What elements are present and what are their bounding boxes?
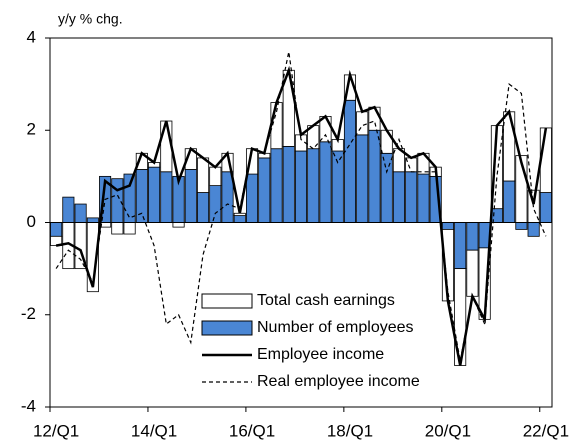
bar — [197, 157, 210, 193]
legend-label: Total cash earnings — [257, 292, 395, 309]
bar — [368, 106, 381, 131]
x-tick-label: 16/Q1 — [229, 421, 275, 440]
bar — [294, 150, 308, 223]
bar — [319, 141, 332, 223]
x-tick-label: 20/Q1 — [425, 421, 471, 440]
bar — [270, 148, 283, 223]
y-tick-label: -4 — [21, 396, 36, 415]
y-axis-label: y/y % chg. — [58, 11, 123, 27]
bar — [539, 192, 552, 223]
y-tick-label: -2 — [21, 304, 36, 323]
bar — [392, 171, 405, 223]
y-tick-label: 4 — [27, 27, 36, 46]
line — [55, 51, 547, 362]
bar — [454, 222, 467, 270]
legend-label: Number of employees — [257, 319, 414, 336]
bar — [123, 173, 136, 223]
bar — [356, 134, 369, 223]
bar — [380, 129, 393, 154]
bar — [368, 129, 381, 223]
bar — [282, 145, 295, 223]
bar — [233, 215, 246, 223]
legend-label: Real employee income — [257, 373, 420, 390]
bar — [343, 99, 357, 223]
legend-label: Employee income — [257, 346, 384, 363]
y-tick-label: 2 — [27, 120, 36, 139]
bar — [441, 222, 454, 230]
bar — [184, 169, 197, 223]
bar — [86, 217, 99, 223]
bar — [503, 180, 516, 223]
x-tick-label: 14/Q1 — [131, 421, 177, 440]
bar — [380, 152, 393, 223]
bar — [197, 192, 210, 223]
legend-swatch — [201, 320, 253, 336]
bar — [527, 222, 540, 237]
bar — [160, 171, 173, 223]
bar — [466, 249, 479, 297]
bar — [148, 166, 161, 223]
bar — [123, 222, 136, 235]
bar — [233, 212, 246, 216]
bar — [503, 111, 516, 182]
bar — [515, 222, 528, 230]
plot-frame — [49, 37, 553, 408]
bar — [209, 185, 222, 223]
bar — [417, 173, 430, 223]
bar — [245, 173, 259, 223]
bar — [356, 111, 369, 136]
x-tick-label: 22/Q1 — [523, 421, 569, 440]
bar — [135, 169, 148, 223]
legend-swatch — [201, 293, 253, 309]
bar — [74, 203, 87, 223]
bar — [62, 196, 75, 223]
x-tick-label: 18/Q1 — [327, 421, 373, 440]
bar — [307, 148, 320, 223]
x-tick-label: 12/Q1 — [33, 421, 79, 440]
y-tick-label: 0 — [27, 212, 36, 231]
bar — [466, 222, 479, 251]
bar — [209, 166, 222, 186]
bar — [405, 171, 418, 223]
bar — [111, 178, 124, 223]
bar — [50, 222, 63, 237]
bar — [172, 222, 185, 228]
bar — [258, 157, 271, 223]
bar — [111, 222, 124, 235]
bar — [221, 171, 234, 223]
